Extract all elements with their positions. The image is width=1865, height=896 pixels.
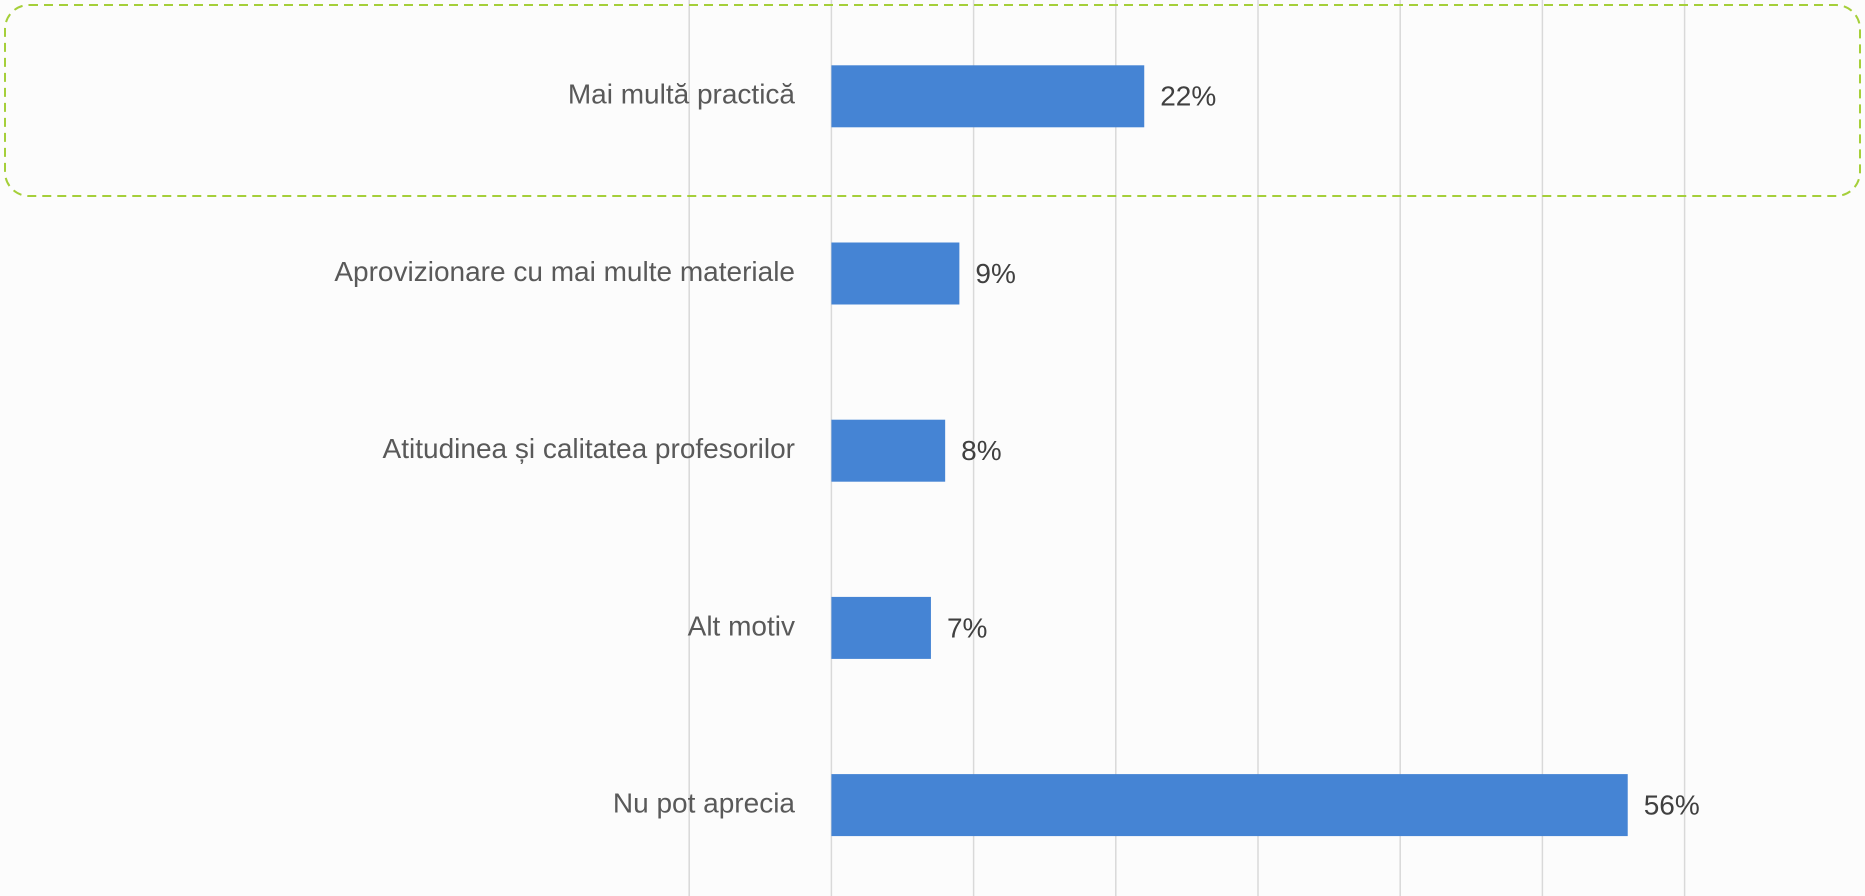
bar	[831, 242, 960, 305]
data-label: 22%	[1160, 81, 1216, 112]
bar	[831, 774, 1628, 837]
data-label: 56%	[1644, 789, 1700, 820]
bar	[831, 65, 1145, 128]
category-label: Aprovizionare cu mai multe materiale	[334, 256, 795, 287]
data-label: 9%	[975, 258, 1015, 289]
highlight-box[interactable]	[4, 4, 1861, 197]
category-label: Mai multă practică	[568, 79, 796, 110]
data-label: 7%	[947, 612, 987, 643]
marks: Mai multă practică 22% Aprovizionare cu ma…	[334, 65, 1700, 837]
bar	[831, 596, 931, 659]
category-label: Alt motiv	[688, 610, 795, 641]
category-label: Nu pot aprecia	[613, 787, 796, 818]
bar	[831, 419, 946, 482]
data-label: 8%	[961, 435, 1001, 466]
category-label: Atitudinea și calitatea profesorilor	[383, 433, 795, 464]
